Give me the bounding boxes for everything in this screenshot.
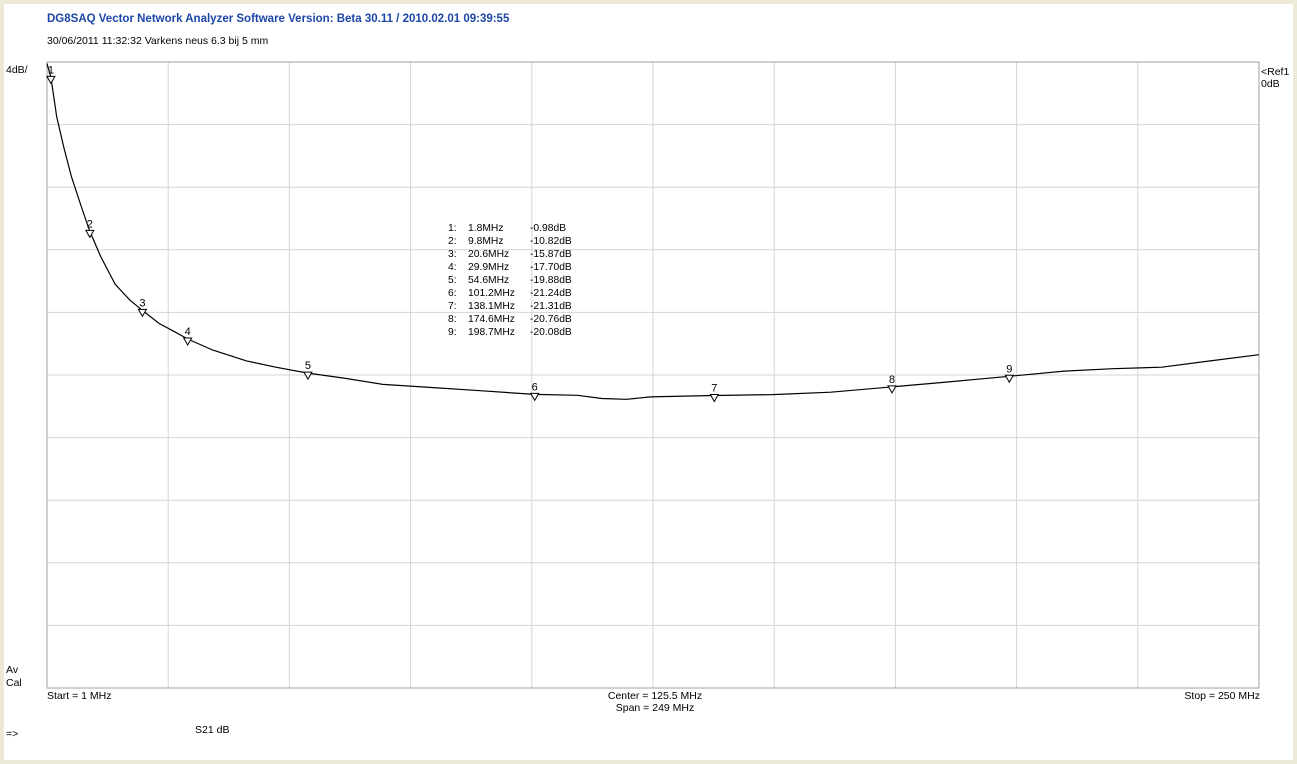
marker-triangle-icon[interactable]: [182, 337, 193, 347]
app-title: DG8SAQ Vector Network Analyzer Software …: [47, 13, 510, 25]
marker-number: 9: [1006, 363, 1012, 375]
marker-idx: 2:: [448, 236, 457, 247]
marker-freq: 54.6MHz: [468, 275, 510, 286]
marker-row: 7: 138.1MHz -21.31dB: [448, 300, 572, 313]
marker-readout-table: 1: 1.8MHz -0.98dB 2: 9.8MHz -10.82dB 3: 20.6…: [448, 222, 572, 339]
marker-idx: 6:: [448, 288, 457, 299]
reference-value: 0dB: [1261, 78, 1280, 90]
reference-label: <Ref1 0dB: [1261, 66, 1289, 90]
marker-row: 2: 9.8MHz -10.82dB: [448, 235, 572, 248]
trace-layer: [46, 63, 1260, 400]
plot-border: [46, 61, 1260, 689]
marker-freq: 174.6MHz: [468, 314, 515, 325]
marker-freq: 1.8MHz: [468, 223, 504, 234]
marker-idx: 1:: [448, 223, 457, 234]
command-prompt[interactable]: =>: [6, 728, 19, 740]
marker-val: -20.76dB: [530, 314, 572, 325]
marker-triangle-icon[interactable]: [84, 229, 95, 239]
span-label: Span = 249 MHz: [615, 702, 695, 714]
marker-val: -21.24dB: [530, 288, 572, 299]
marker-idx: 9:: [448, 327, 457, 338]
averaging-label: Av: [6, 664, 19, 676]
marker-row: 6: 101.2MHz -21.24dB: [448, 287, 572, 300]
marker-val: -15.87dB: [530, 249, 572, 260]
marker-triangle-icon[interactable]: [46, 75, 56, 85]
marker-triangle-icon[interactable]: [137, 308, 148, 318]
measurement-subtitle: 30/06/2011 11:32:32 Varkens neus 6.3 bij…: [47, 35, 269, 47]
center-frequency-label: Center = 125.5 MHz: [607, 690, 703, 702]
scale-per-division: 4dB/: [6, 64, 28, 76]
marker-number: 7: [711, 383, 717, 395]
marker-val: -0.98dB: [530, 223, 567, 234]
marker-number: 5: [305, 360, 311, 372]
marker-idx: 7:: [448, 301, 457, 312]
start-frequency-label: Start = 1 MHz: [47, 690, 112, 702]
marker-number: 8: [889, 374, 895, 386]
marker-row: 9: 198.7MHz -20.08dB: [448, 326, 572, 339]
center-span-label: Center = 125.5 MHz Span = 249 MHz: [555, 690, 755, 714]
marker-number: 1: [48, 64, 54, 76]
marker-row: 1: 1.8MHz -0.98dB: [448, 222, 572, 235]
stop-frequency-label: Stop = 250 MHz: [1184, 690, 1260, 702]
marker-idx: 8:: [448, 314, 457, 325]
marker-triangle-icon[interactable]: [529, 392, 540, 402]
marker-layer: 1 2 3 4 5 6 7 8 9: [46, 64, 1015, 403]
marker-number: 4: [185, 326, 191, 338]
measurement-type-label: S21 dB: [195, 724, 230, 736]
s21-trace: [46, 63, 1260, 400]
marker-val: -17.70dB: [530, 262, 572, 273]
marker-triangle-icon[interactable]: [887, 385, 897, 394]
marker-number: 3: [139, 297, 145, 309]
calibration-label: Cal: [6, 677, 22, 689]
marker-idx: 4:: [448, 262, 457, 273]
marker-triangle-icon[interactable]: [1004, 374, 1015, 384]
marker-freq: 29.9MHz: [468, 262, 510, 273]
marker-val: -10.82dB: [530, 236, 572, 247]
marker-triangle-icon[interactable]: [709, 394, 720, 403]
marker-idx: 5:: [448, 275, 457, 286]
reference-name: <Ref1: [1261, 66, 1290, 78]
marker-val: -19.88dB: [530, 275, 572, 286]
status-labels: Av Cal: [6, 664, 22, 690]
marker-freq: 9.8MHz: [468, 236, 504, 247]
marker-row: 8: 174.6MHz -20.76dB: [448, 313, 572, 326]
marker-row: 5: 54.6MHz -19.88dB: [448, 274, 572, 287]
grid: [46, 61, 1260, 689]
marker-val: -20.08dB: [530, 327, 572, 338]
marker-number: 6: [532, 381, 538, 393]
marker-number: 2: [87, 218, 93, 230]
marker-idx: 3:: [448, 249, 457, 260]
marker-row: 3: 20.6MHz -15.87dB: [448, 248, 572, 261]
marker-row: 4: 29.9MHz -17.70dB: [448, 261, 572, 274]
marker-val: -21.31dB: [530, 301, 572, 312]
chart-window: [4, 4, 1293, 760]
marker-freq: 198.7MHz: [468, 327, 515, 338]
marker-freq: 20.6MHz: [468, 249, 510, 260]
marker-triangle-icon[interactable]: [303, 371, 313, 381]
marker-freq: 101.2MHz: [468, 288, 515, 299]
marker-freq: 138.1MHz: [468, 301, 515, 312]
